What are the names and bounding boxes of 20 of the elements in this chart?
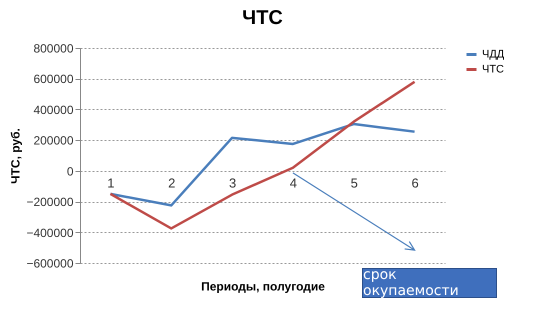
- y-tick-label: −400000: [26, 226, 74, 240]
- y-tick-label: 600000: [33, 72, 74, 86]
- y-tick-label: 200000: [33, 134, 74, 148]
- x-tick-label: 2: [168, 175, 176, 190]
- y-tick-label: 800000: [33, 42, 74, 56]
- text: срок окупаемости: [362, 267, 497, 299]
- chart-title: ЧТС: [242, 7, 283, 29]
- legend-label: ЧДД: [482, 48, 505, 60]
- x-tick-label: 5: [350, 175, 358, 190]
- x-tick-label: 4: [290, 175, 298, 190]
- y-tick-label: −200000: [26, 195, 74, 210]
- y-tick-label: 0: [66, 164, 74, 178]
- x-tick-label: 1: [107, 175, 115, 190]
- x-axis-title: Периоды, полугодие: [201, 280, 326, 294]
- y-tick-label: −600000: [26, 256, 74, 270]
- y-axis-title: ЧТС, руб.: [8, 128, 22, 184]
- legend-label: ЧТС: [482, 64, 504, 76]
- x-tick-label: 3: [228, 175, 236, 190]
- x-tick-label: 6: [411, 175, 419, 190]
- y-tick-label: 400000: [33, 102, 74, 117]
